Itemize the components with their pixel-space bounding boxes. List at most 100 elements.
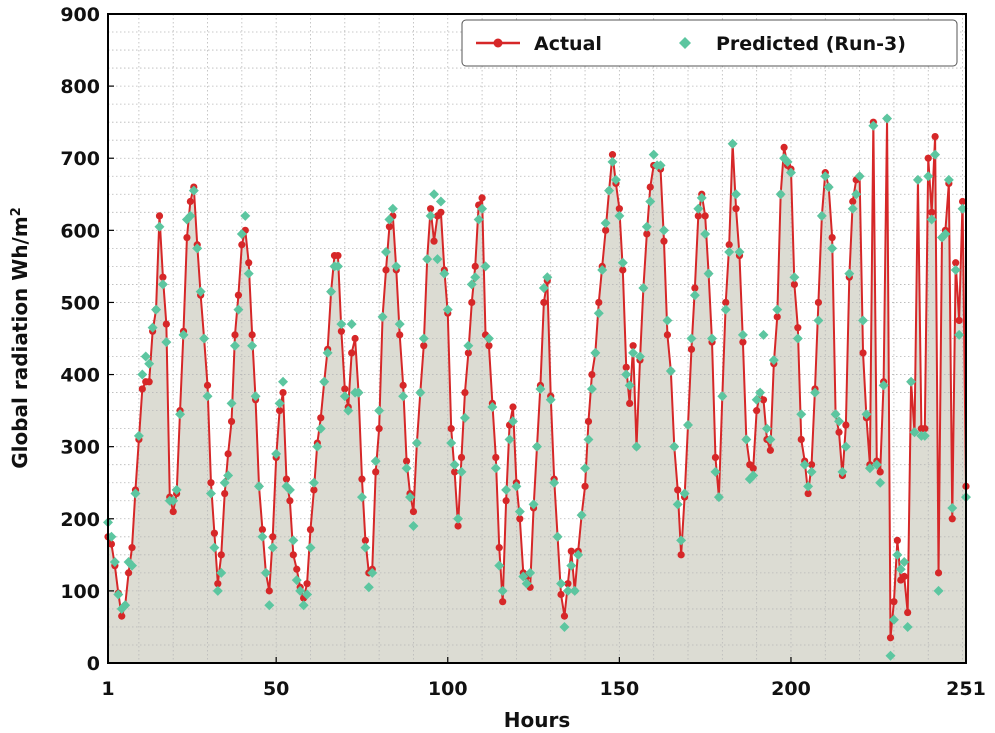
predicted-point (470, 272, 481, 283)
actual-point (409, 507, 418, 516)
actual-point (310, 486, 318, 494)
predicted-point (370, 456, 381, 467)
actual-point (361, 536, 369, 545)
predicted-point (737, 329, 748, 340)
predicted-point (943, 174, 954, 185)
actual-point (210, 529, 218, 537)
actual-point (217, 551, 225, 559)
actual-point (540, 298, 548, 307)
actual-point (186, 197, 194, 206)
actual-point (231, 331, 239, 339)
series-layer (103, 113, 971, 661)
predicted-point (326, 286, 337, 297)
predicted-point (459, 412, 470, 423)
predicted-point (679, 488, 690, 499)
actual-point (451, 468, 459, 476)
actual-point (900, 572, 908, 581)
predicted-point (435, 196, 446, 207)
actual-point (372, 468, 380, 476)
actual-point (159, 273, 167, 281)
predicted-point (638, 283, 649, 294)
predicted-point (466, 279, 477, 290)
predicted-point (768, 355, 779, 366)
predicted-point (597, 264, 608, 275)
predicted-point (930, 149, 941, 160)
predicted-point (645, 196, 656, 207)
x-tick-label: 100 (428, 678, 468, 700)
actual-point (780, 143, 788, 152)
legend-actual-label: Actual (534, 33, 602, 55)
actual-point (221, 489, 229, 498)
actual-point (238, 241, 246, 249)
predicted-point (456, 466, 467, 477)
predicted-point (514, 506, 525, 517)
predicted-point (662, 315, 673, 326)
actual-point (464, 349, 472, 357)
predicted-point (384, 214, 395, 225)
predicted-point (785, 167, 796, 178)
actual-point (602, 226, 610, 234)
x-tick-label: 150 (600, 678, 640, 700)
predicted-point (473, 214, 484, 225)
predicted-point (545, 394, 556, 405)
actual-point (759, 396, 768, 404)
actual-point (849, 197, 857, 206)
predicted-point (367, 567, 378, 578)
predicted-point (360, 542, 371, 553)
predicted-point (226, 398, 237, 409)
predicted-point (607, 156, 618, 167)
predicted-point (761, 423, 772, 434)
predicted-point (882, 113, 893, 124)
predicted-point (302, 589, 313, 600)
predicted-point (391, 261, 402, 272)
predicted-point (205, 488, 216, 499)
actual-point (382, 266, 390, 274)
predicted-point (923, 171, 934, 182)
predicted-point (947, 502, 958, 513)
predicted-point (511, 481, 522, 492)
actual-point (886, 634, 895, 642)
predicted-point (463, 340, 474, 351)
predicted-point (734, 246, 745, 257)
predicted-point (888, 614, 899, 625)
predicted-point (353, 387, 364, 398)
actual-point (402, 457, 411, 465)
actual-point (893, 536, 901, 545)
actual-point (828, 233, 836, 242)
actual-point (509, 403, 517, 411)
predicted-point (432, 254, 443, 265)
predicted-point (782, 156, 793, 167)
predicted-point (140, 351, 151, 362)
x-tick-label: 251 (946, 678, 986, 700)
predicted-point (950, 264, 961, 275)
actual-point (155, 212, 164, 220)
predicted-point (501, 484, 512, 495)
predicted-point (748, 470, 759, 481)
predicted-point (741, 434, 752, 445)
predicted-point (308, 477, 319, 488)
predicted-point (542, 272, 553, 283)
predicted-point (689, 290, 700, 301)
predicted-point (665, 365, 676, 376)
predicted-point (137, 369, 148, 380)
grid (108, 14, 966, 663)
predicted-point (188, 185, 199, 196)
actual-point (814, 298, 823, 307)
predicted-point (346, 319, 357, 330)
actual-point (385, 223, 394, 231)
predicted-point (586, 383, 597, 394)
actual-point (224, 450, 232, 458)
predicted-point (429, 189, 440, 200)
predicted-point (446, 438, 457, 449)
predicted-point (755, 387, 766, 398)
predicted-point (120, 600, 131, 611)
predicted-point (185, 210, 196, 221)
predicted-point (130, 488, 141, 499)
predicted-point (247, 340, 258, 351)
predicted-point (260, 567, 271, 578)
predicted-point (216, 567, 227, 578)
actual-point (245, 259, 253, 267)
actual-point (478, 194, 486, 202)
predicted-point (425, 210, 436, 221)
predicted-point (274, 398, 285, 409)
